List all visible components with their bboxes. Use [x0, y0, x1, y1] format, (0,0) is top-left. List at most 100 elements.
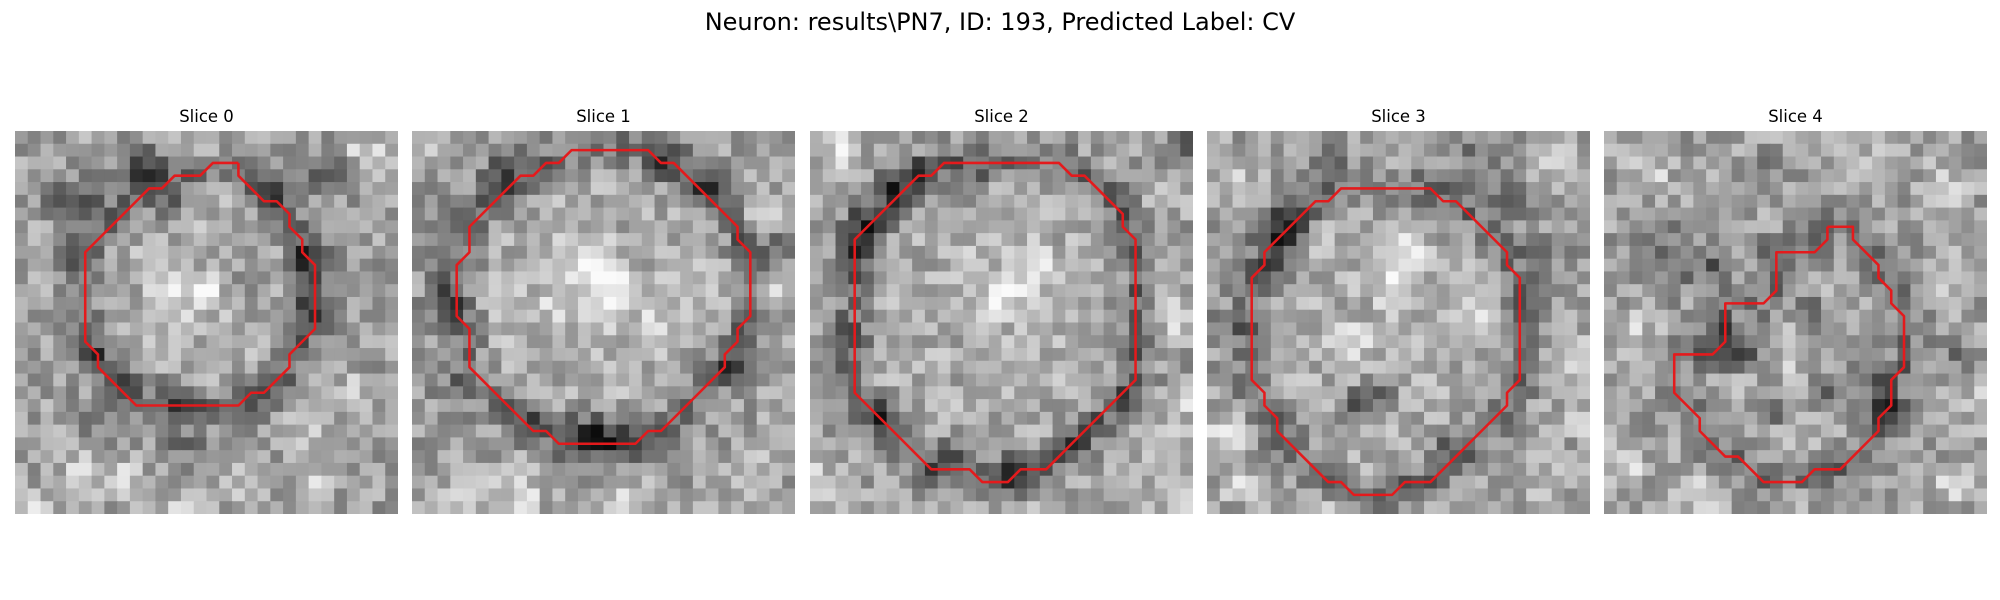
image-pixel [810, 156, 824, 170]
image-pixel [1398, 437, 1412, 451]
image-pixel [667, 437, 681, 451]
image-pixel [1961, 143, 1975, 158]
image-pixel [1321, 348, 1336, 362]
image-pixel [1935, 194, 1950, 209]
image-pixel [1014, 207, 1028, 221]
image-pixel [1154, 411, 1168, 426]
image-pixel [565, 360, 579, 375]
image-pixel [1296, 424, 1310, 438]
image-pixel [1744, 335, 1758, 349]
image-pixel [1884, 501, 1899, 514]
image-pixel [1207, 348, 1221, 362]
image-pixel [180, 309, 195, 324]
image-pixel [1833, 169, 1848, 183]
image-pixel [1258, 437, 1272, 451]
image-pixel [705, 296, 719, 311]
image-pixel [861, 156, 875, 170]
image-pixel [1616, 143, 1631, 158]
image-pixel [1872, 284, 1886, 298]
image-pixel [257, 131, 271, 145]
image-pixel [769, 399, 783, 413]
image-pixel [1500, 233, 1514, 247]
image-pixel [975, 399, 990, 413]
image-pixel [1718, 169, 1733, 183]
image-pixel [104, 462, 118, 477]
image-pixel [1347, 424, 1361, 438]
image-pixel [1680, 207, 1694, 221]
image-pixel [810, 475, 824, 489]
image-pixel [1487, 386, 1502, 400]
image-pixel [1859, 348, 1873, 362]
image-pixel [1078, 207, 1092, 221]
image-pixel [756, 271, 770, 285]
image-pixel [1655, 386, 1669, 400]
image-pixel [886, 258, 900, 272]
image-pixel [91, 156, 105, 170]
image-pixel [565, 131, 579, 145]
image-pixel [501, 194, 515, 209]
image-pixel [437, 220, 451, 234]
image-pixel [1616, 399, 1631, 413]
image-pixel [1321, 169, 1336, 183]
image-pixel [1347, 373, 1361, 387]
image-pixel [924, 360, 939, 375]
image-pixel [1872, 245, 1886, 260]
image-pixel [1385, 360, 1400, 375]
image-pixel [822, 220, 837, 234]
segmentation-contour [1250, 187, 1522, 497]
image-pixel [1014, 296, 1028, 311]
image-pixel [514, 284, 528, 298]
image-pixel [1846, 386, 1860, 400]
slice-panel-2: Slice 2 [810, 106, 1193, 514]
image-pixel [1065, 488, 1079, 502]
image-pixel [1744, 488, 1758, 502]
image-pixel [1258, 322, 1272, 336]
image-pixel [1629, 156, 1643, 170]
image-pixel [66, 194, 80, 209]
image-pixel [1141, 233, 1156, 247]
image-pixel [1347, 411, 1361, 426]
image-pixel [1910, 258, 1924, 272]
image-pixel [963, 309, 977, 324]
image-pixel [975, 360, 990, 375]
image-pixel [1090, 207, 1105, 221]
image-pixel [988, 258, 1003, 272]
image-pixel [1821, 475, 1835, 489]
image-pixel [1347, 207, 1361, 221]
image-pixel [219, 348, 233, 362]
image-pixel [1027, 207, 1041, 221]
image-pixel [1564, 411, 1578, 426]
image-pixel [1232, 475, 1246, 489]
image-pixel [193, 348, 208, 362]
image-pixel [577, 233, 592, 247]
image-pixel [680, 258, 694, 272]
image-pixel [1436, 373, 1451, 387]
image-pixel [552, 450, 566, 464]
image-pixel [1207, 258, 1221, 272]
image-pixel [1846, 475, 1860, 489]
image-pixel [475, 488, 490, 502]
image-pixel [1577, 296, 1590, 311]
image-pixel [66, 169, 80, 183]
image-pixel [1821, 360, 1835, 375]
image-pixel [270, 309, 284, 324]
image-pixel [988, 399, 1003, 413]
image-pixel [1462, 450, 1476, 464]
image-pixel [1449, 271, 1463, 285]
image-pixel [1872, 169, 1886, 183]
image-pixel [219, 169, 233, 183]
image-pixel [1078, 501, 1092, 514]
image-pixel [1065, 233, 1079, 247]
image-pixel [257, 233, 271, 247]
image-pixel [1757, 335, 1771, 349]
image-pixel [629, 399, 643, 413]
image-pixel [1616, 156, 1631, 170]
image-pixel [78, 373, 93, 387]
image-pixel [1731, 424, 1745, 438]
image-pixel [873, 475, 888, 489]
image-pixel [1001, 258, 1015, 272]
image-pixel [1629, 488, 1643, 502]
image-pixel [1309, 322, 1323, 336]
image-pixel [244, 309, 259, 324]
image-pixel [283, 424, 297, 438]
